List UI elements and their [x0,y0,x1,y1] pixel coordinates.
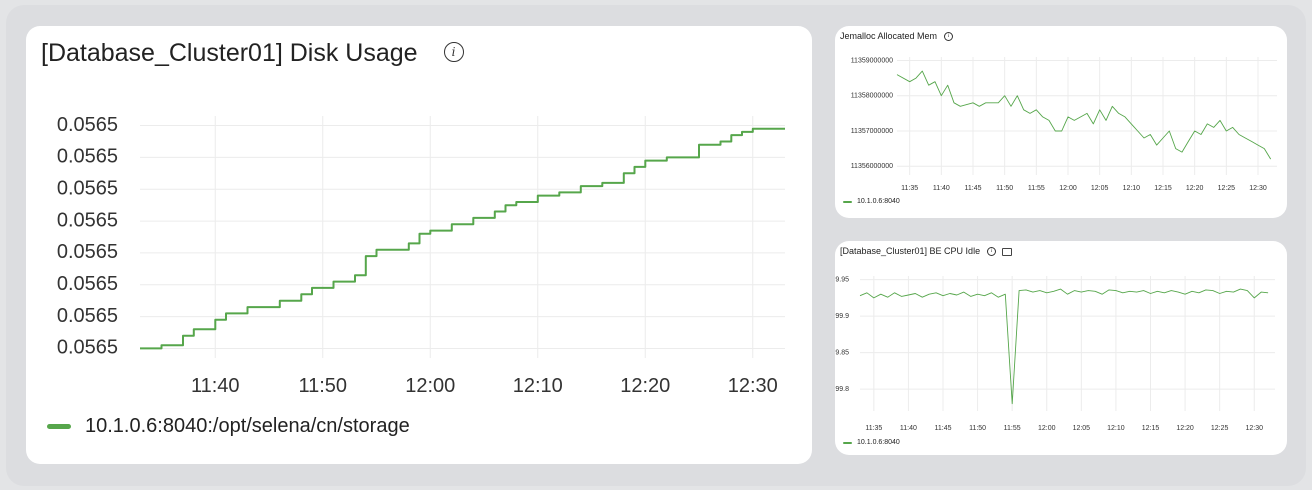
series-line[interactable] [140,127,785,350]
y-tick-label: 11358000000 [851,93,893,100]
y-tick-label: 0.0565 [57,209,118,231]
x-tick-label: 11:40 [933,185,950,192]
legend-swatch [843,441,852,444]
x-tick-label: 12:20 [620,375,670,397]
x-tick-label: 12:20 [1176,425,1194,432]
y-tick-label: 0.0565 [57,337,118,359]
x-tick-label: 12:05 [1073,425,1091,432]
y-tick-label: 99.85 [835,349,849,356]
disk-usage-legend[interactable]: 10.1.0.6:8040:/opt/selena/cn/storage [47,415,410,438]
jemalloc-title: Jemalloc Allocated Mem [840,31,938,41]
x-tick-label: 12:00 [1059,185,1077,192]
x-tick-label: 11:55 [1004,425,1021,432]
x-tick-label: 12:10 [1123,185,1141,192]
x-tick-label: 12:30 [1245,425,1263,432]
x-tick-label: 12:30 [728,375,778,397]
jemalloc-chart: 11359000000 11358000000 11357000000 1135600… [851,57,1277,192]
x-tick-label: 12:25 [1218,185,1236,192]
x-tick-label: 11:45 [935,425,952,432]
x-tick-label: 11:35 [901,185,918,192]
x-tick-label: 12:30 [1249,185,1267,192]
info-icon[interactable]: i [987,247,997,257]
x-tick-label: 12:15 [1154,185,1172,192]
y-tick-label: 99.8 [835,386,849,393]
x-tick-label: 12:25 [1211,425,1229,432]
document-icon[interactable] [1002,247,1013,256]
x-tick-label: 11:45 [965,185,982,192]
jemalloc-title-row: Jemalloc Allocated Mem i [840,31,954,42]
disk-usage-title: [Database_Cluster01] Disk Usage [41,39,418,67]
x-tick-label: 11:50 [298,375,347,397]
cpu-idle-legend[interactable]: 10.1.0.6:8040 [843,439,900,446]
cpu-idle-title-row: [Database_Cluster01] BE CPU Idle i [840,246,1013,257]
x-tick-label: 12:05 [1091,185,1109,192]
y-tick-label: 11357000000 [851,128,893,135]
x-tick-label: 11:55 [1028,185,1045,192]
series-line[interactable] [896,70,1272,160]
jemalloc-legend[interactable]: 10.1.0.6:8040 [843,198,900,205]
y-tick-label: 0.0565 [57,146,118,168]
y-tick-label: 0.0565 [57,114,118,136]
y-tick-label: 99.9 [835,313,849,320]
disk-usage-title-row: [Database_Cluster01] Disk Usage i [41,39,464,68]
y-tick-label: 11359000000 [851,57,893,64]
jemalloc-panel[interactable]: Jemalloc Allocated Mem i 11359000000 11358… [835,26,1287,218]
y-tick-label: 0.0565 [57,273,118,295]
disk-usage-chart: 0.0565 0.0565 0.0565 0.0565 0.0565 0.0565 0.05… [57,114,785,397]
cpu-idle-title: [Database_Cluster01] BE CPU Idle [840,246,981,256]
y-tick-label: 99.95 [835,276,849,283]
x-tick-label: 12:15 [1142,425,1160,432]
y-tick-label: 0.0565 [57,241,118,263]
info-icon[interactable]: i [443,42,464,63]
series-line[interactable] [859,288,1269,405]
legend-swatch [47,424,71,429]
x-tick-label: 11:50 [996,185,1013,192]
y-tick-label: 0.0565 [57,178,118,200]
info-icon[interactable]: i [944,32,954,42]
y-tick-label: 11356000000 [851,163,893,170]
x-tick-label: 11:40 [900,425,917,432]
y-tick-label: 0.0565 [57,305,118,327]
x-tick-label: 11:50 [969,425,986,432]
disk-usage-panel[interactable]: [Database_Cluster01] Disk Usage i 0.0565 0… [26,26,812,464]
cpu-idle-chart: 99.95 99.9 99.85 99.8 11:35 11:40 11:45 11:50 11… [835,276,1275,432]
legend-label: 10.1.0.6:8040:/opt/selena/cn/storage [85,415,410,437]
x-tick-label: 12:10 [1107,425,1125,432]
legend-label: 10.1.0.6:8040 [857,439,900,446]
x-tick-label: 12:20 [1186,185,1204,192]
x-tick-label: 12:10 [513,375,563,397]
x-tick-label: 11:35 [865,425,882,432]
legend-swatch [843,200,852,203]
x-tick-label: 11:40 [191,375,240,397]
x-tick-label: 12:00 [1038,425,1056,432]
x-tick-label: 12:00 [405,375,455,397]
legend-label: 10.1.0.6:8040 [857,198,900,205]
